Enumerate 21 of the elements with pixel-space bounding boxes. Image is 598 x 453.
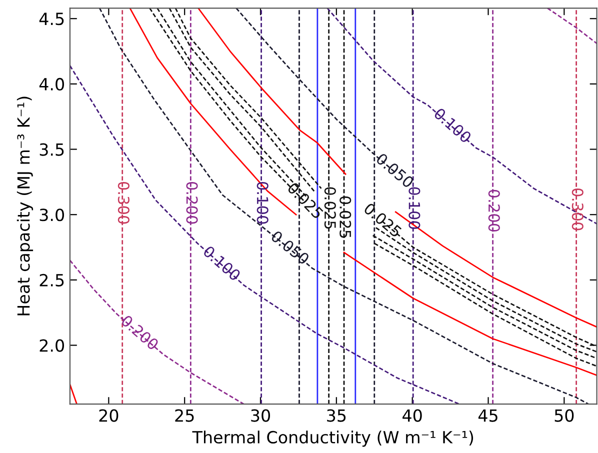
y-tick-label: 2.0 (40, 339, 64, 352)
x-tick-label: 45 (478, 409, 498, 422)
y-tick-label: 4.5 (39, 12, 64, 26)
x-tick-label: 40 (402, 409, 422, 422)
x-tick-label: 50 (554, 409, 574, 422)
x-axis-title: Thermal Conductivity (W m⁻¹ K⁻¹) (192, 430, 474, 447)
x-tick-label: 25 (175, 409, 194, 422)
annotation: 0.300 (118, 182, 130, 224)
annotation: 0.200 (186, 182, 198, 224)
y-tick-label: 3.5 (40, 143, 64, 156)
x-tick-label: 35 (327, 409, 346, 422)
annotation: 0.300 (572, 188, 584, 230)
annotation: 0.100 (408, 187, 420, 229)
annotation: 0.100 (256, 182, 268, 224)
y-tick-label: 4.0 (39, 78, 64, 91)
y-axis-title: Heat capacity (MJ m⁻³ K⁻¹) (16, 96, 34, 316)
y-tick-label: 2.5 (40, 274, 64, 287)
x-tick-label: 20 (99, 409, 118, 422)
x-tick-label: 30 (251, 409, 270, 422)
y-tick-label: 3.0 (40, 208, 64, 222)
annotation: 0.025 (324, 187, 336, 229)
